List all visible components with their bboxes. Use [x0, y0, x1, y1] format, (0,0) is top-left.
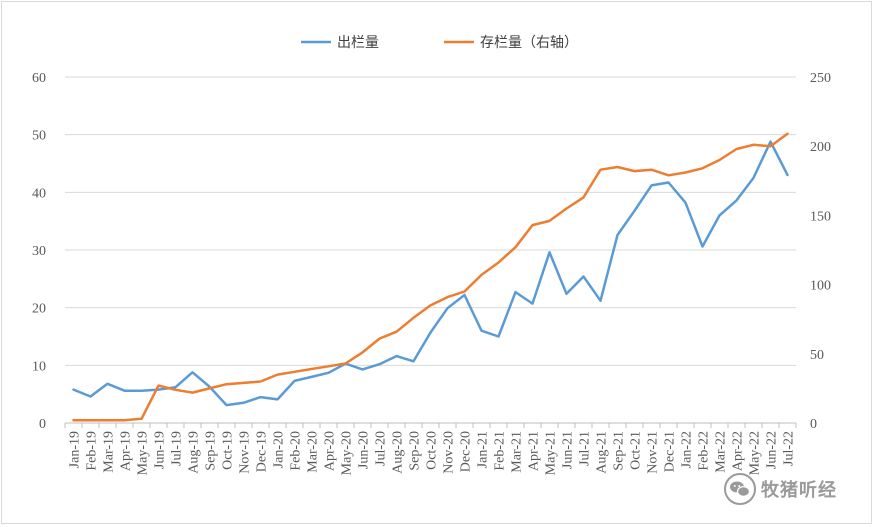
x-tick-label: Jul-21 [578, 431, 593, 466]
x-tick-label: Feb-21 [493, 431, 508, 471]
x-tick-label: Jul-22 [782, 431, 797, 466]
x-tick-label: Oct-20 [425, 431, 440, 470]
right-tick-label: 50 [810, 348, 824, 363]
left-tick-label: 0 [39, 417, 46, 432]
right-tick-label: 0 [810, 417, 817, 432]
x-tick-label: Sep-21 [612, 431, 627, 471]
right-tick-label: 150 [810, 209, 831, 224]
x-tick-label: Feb-22 [697, 431, 712, 471]
wechat-official-account-icon [724, 473, 756, 505]
series-line-output [72, 140, 789, 407]
gridlines [65, 76, 796, 424]
legend: 出栏量 存栏量（右轴） [301, 35, 578, 51]
x-tick-label: May-22 [748, 431, 763, 475]
x-tick-label: Feb-20 [289, 431, 304, 471]
x-tick-label: May-19 [136, 431, 151, 475]
right-tick-label: 250 [810, 71, 831, 86]
x-tick-label: Apr-21 [527, 431, 542, 471]
watermark: 牧猪听经 [723, 472, 837, 506]
x-tick-label: Jul-20 [374, 431, 389, 466]
x-tick-label: Sep-20 [408, 431, 423, 471]
left-tick-label: 10 [32, 359, 46, 374]
x-tick-label: Sep-19 [204, 431, 219, 471]
x-axis-ticks: Jan-19 Feb-19 Mar-19 Apr-19 May-19 Jun-19 Jul-… [64, 423, 797, 475]
x-tick-label: May-20 [340, 431, 355, 475]
x-tick-label: Feb-19 [85, 431, 100, 471]
x-tick-label: Apr-22 [731, 431, 746, 471]
x-tick-label: Mar-21 [510, 431, 525, 473]
series-lines [72, 132, 789, 422]
x-tick-label: Aug-20 [391, 431, 406, 474]
legend-label: 存栏量（右轴） [480, 35, 578, 51]
right-axis-ticks: 0 50 100 150 200 250 [810, 71, 831, 432]
right-tick-label: 200 [810, 140, 831, 155]
x-tick-label: Jun-22 [765, 431, 780, 469]
x-tick-label: Dec-19 [255, 431, 270, 472]
series-line-inventory [72, 132, 789, 422]
x-tick-label: Jan-20 [272, 431, 287, 468]
x-tick-label: Nov-21 [646, 431, 661, 474]
left-tick-label: 40 [32, 186, 46, 201]
x-tick-label: Aug-19 [187, 431, 202, 474]
x-tick-label: Oct-19 [221, 431, 236, 470]
left-tick-label: 60 [32, 71, 46, 86]
right-tick-label: 100 [810, 279, 831, 294]
x-tick-label: Dec-20 [459, 431, 474, 472]
x-tick-label: Jun-20 [357, 431, 372, 469]
left-tick-label: 30 [32, 244, 46, 259]
x-tick-label: Aug-21 [595, 431, 610, 474]
x-tick-label: Jun-19 [153, 431, 168, 469]
x-tick-label: Nov-20 [442, 431, 457, 474]
legend-label: 出栏量 [337, 35, 379, 51]
x-tick-label: Dec-21 [663, 431, 678, 472]
x-tick-label: Apr-20 [323, 431, 338, 471]
x-tick-label: Jan-22 [680, 431, 695, 468]
left-axis-ticks: 0 10 20 30 40 50 60 [32, 71, 46, 432]
x-tick-label: Mar-22 [714, 431, 729, 473]
x-tick-label: Mar-20 [306, 431, 321, 473]
left-tick-label: 50 [32, 129, 46, 144]
x-tick-label: Mar-19 [102, 431, 117, 473]
left-tick-label: 20 [32, 302, 46, 317]
x-tick-label: Oct-21 [629, 431, 644, 470]
x-tick-label: Jan-19 [68, 431, 83, 468]
x-tick-label: Nov-19 [238, 431, 253, 474]
x-tick-label: Jul-19 [170, 431, 185, 466]
x-tick-label: Jan-21 [476, 431, 491, 468]
watermark-text: 牧猪听经 [761, 480, 837, 501]
x-tick-label: Apr-19 [119, 431, 134, 471]
x-tick-label: May-21 [544, 431, 559, 475]
x-tick-label: Jun-21 [561, 431, 576, 469]
